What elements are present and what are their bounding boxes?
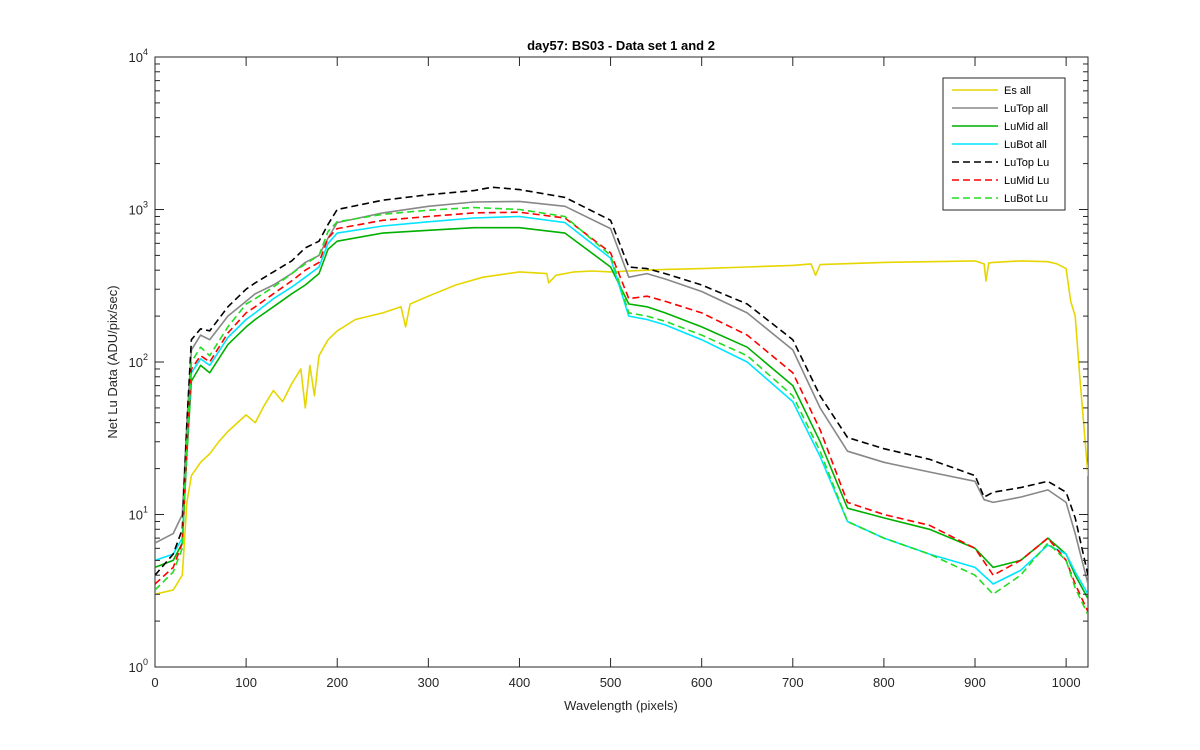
legend: Es all LuTop all LuMid all LuBot all LuTop L… (942, 77, 1066, 211)
x-tick-label: 800 (873, 675, 895, 690)
legend-label-lumid-lu: LuMid Lu (1004, 175, 1049, 187)
y-tick-label-exponent: 4 (143, 47, 148, 57)
y-tick-label-exponent: 1 (143, 505, 148, 515)
legend-label-lumid-all: LuMid all (1004, 121, 1048, 133)
series-line-lumid-lu (155, 211, 1088, 613)
series-layer (155, 186, 1088, 616)
y-axis-label: Net Lu Data (ADU/pix/sec) (105, 285, 120, 438)
x-tick-label: 500 (600, 675, 622, 690)
series-line-lubot-all (155, 215, 1088, 595)
tick-layer: 0 100 200 300 400 500 600 700 800 900 100010010110… (129, 47, 1088, 690)
y-tick-label-exponent: 2 (143, 352, 148, 362)
x-axis-label: Wavelength (pixels) (564, 698, 678, 713)
y-tick-label: 103 (129, 200, 148, 218)
x-tick-label: 0 (151, 675, 158, 690)
y-tick-label: 101 (129, 505, 148, 523)
series-line-lubot-lu (155, 206, 1088, 616)
y-tick-label-exponent: 3 (143, 200, 148, 210)
chart-title: day57: BS03 - Data set 1 and 2 (527, 38, 715, 53)
y-tick-label-base: 10 (129, 660, 143, 675)
series-line-lutop-all (155, 200, 1088, 585)
y-tick-label: 104 (129, 47, 148, 65)
y-tick-label: 102 (129, 352, 148, 370)
x-tick-label: 200 (326, 675, 348, 690)
legend-label-es-all: Es all (1004, 85, 1031, 97)
legend-label-lubot-lu: LuBot Lu (1004, 193, 1048, 205)
x-tick-label: 600 (691, 675, 713, 690)
x-tick-label: 100 (235, 675, 257, 690)
series-line-lumid-all (155, 226, 1088, 600)
series-line-lutop-lu (155, 186, 1088, 576)
y-tick-label-base: 10 (129, 508, 143, 523)
legend-label-lutop-lu: LuTop Lu (1004, 157, 1049, 169)
series-line-es-all (155, 260, 1088, 595)
legend-label-lubot-all: LuBot all (1004, 139, 1047, 151)
x-tick-label: 1000 (1052, 675, 1081, 690)
x-tick-label: 900 (964, 675, 986, 690)
x-tick-label: 300 (417, 675, 439, 690)
y-tick-label-base: 10 (129, 355, 143, 370)
plot-area (154, 56, 1089, 668)
y-tick-label: 100 (129, 657, 148, 675)
y-tick-label-base: 10 (129, 203, 143, 218)
x-tick-label: 700 (782, 675, 804, 690)
x-tick-label: 400 (509, 675, 531, 690)
legend-label-lutop-all: LuTop all (1004, 103, 1048, 115)
y-tick-label-exponent: 0 (143, 657, 148, 667)
y-tick-label-base: 10 (129, 50, 143, 65)
